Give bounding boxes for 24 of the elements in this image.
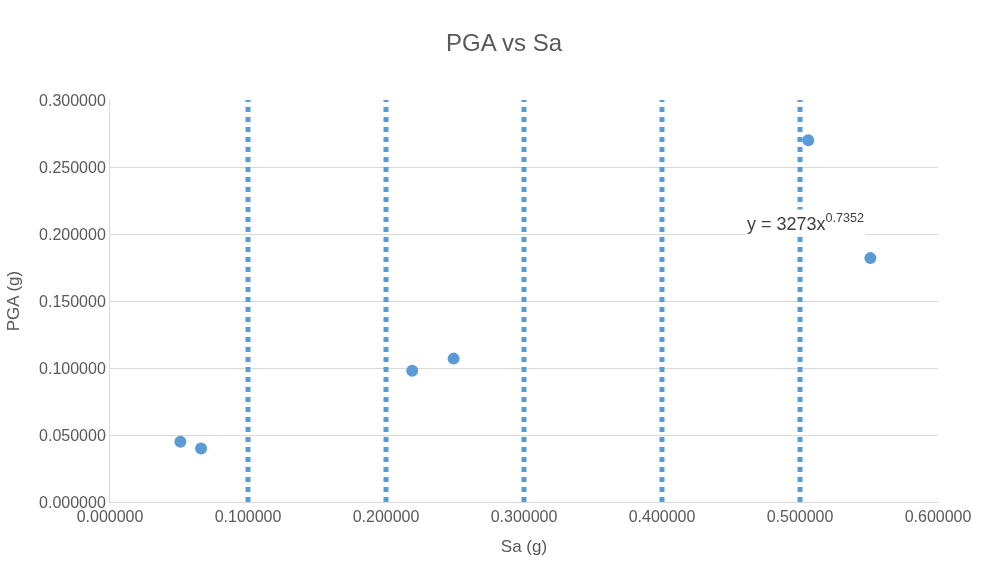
x-tick-label: 0.400000 (628, 508, 696, 526)
annotation: y = 3273x$^{0.7352}$ (747, 211, 865, 234)
point (406, 364, 419, 377)
x-tick-label: 0.000000 (76, 508, 144, 526)
x-tick-label: 0.200000 (352, 508, 420, 526)
y-axis-title: PGA (g) (3, 270, 23, 332)
y-tick-label: 0.300000 (39, 91, 106, 109)
point (802, 134, 815, 147)
x-tick-label: 0.100000 (214, 508, 282, 526)
y-tick-label: 0.100000 (39, 359, 106, 377)
x-axis-title: Sa (g) (500, 536, 548, 556)
x-tick-label: 0.500000 (766, 508, 834, 526)
y-tick-label: 0.000000 (39, 493, 106, 511)
point (174, 435, 187, 448)
x-tick-label: 0.300000 (490, 508, 558, 526)
point (864, 252, 877, 265)
chart-title: PGA vs Sa (445, 28, 563, 56)
y-tick-label: 0.200000 (39, 225, 106, 243)
point (447, 352, 460, 365)
point (195, 442, 208, 455)
y-tick-label: 0.250000 (39, 158, 106, 176)
y-tick-label: 0.150000 (39, 292, 106, 310)
y-tick-label: 0.050000 (39, 426, 106, 444)
x-tick-label: 0.600000 (904, 508, 972, 526)
